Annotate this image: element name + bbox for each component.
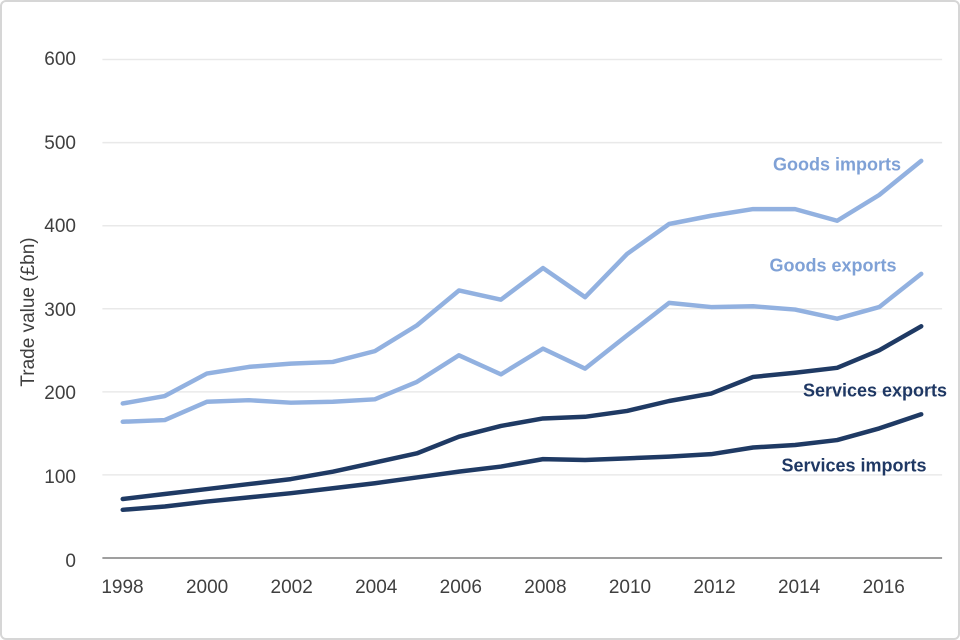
series-line-goods-imports [120,158,924,406]
x-tick-label-1998: 1998 [101,577,144,598]
series-label-services-exports: Services exports [802,380,948,401]
y-tick-label-100: 100 [44,466,76,488]
y-tick-label-500: 500 [44,132,76,154]
x-tick-label-2002: 2002 [270,577,313,598]
series-label-goods-imports: Goods imports [772,154,902,175]
x-tick-label-2014: 2014 [777,577,821,598]
x-tick-label-2006: 2006 [439,577,482,598]
y-tick-label-400: 400 [44,216,76,238]
x-tick-label-2012: 2012 [693,577,736,598]
series-line-goods-exports [120,271,924,424]
y-tick-label-0: 0 [65,550,76,572]
x-tick-label-2016: 2016 [862,577,905,598]
series-line-services-exports [120,324,924,502]
y-tick-label-300: 300 [44,299,76,321]
x-tick-label-2000: 2000 [185,577,229,598]
y-tick-label-200: 200 [44,383,76,405]
series-line-services-imports [120,412,924,513]
x-tick-label-2008: 2008 [524,577,567,598]
series-label-services-imports: Services imports [781,455,927,476]
series-label-goods-exports: Goods exports [769,255,897,276]
x-tick-label-2004: 2004 [355,577,398,598]
x-tick-label-2010: 2010 [608,577,652,598]
y-tick-label-600: 600 [44,48,76,70]
